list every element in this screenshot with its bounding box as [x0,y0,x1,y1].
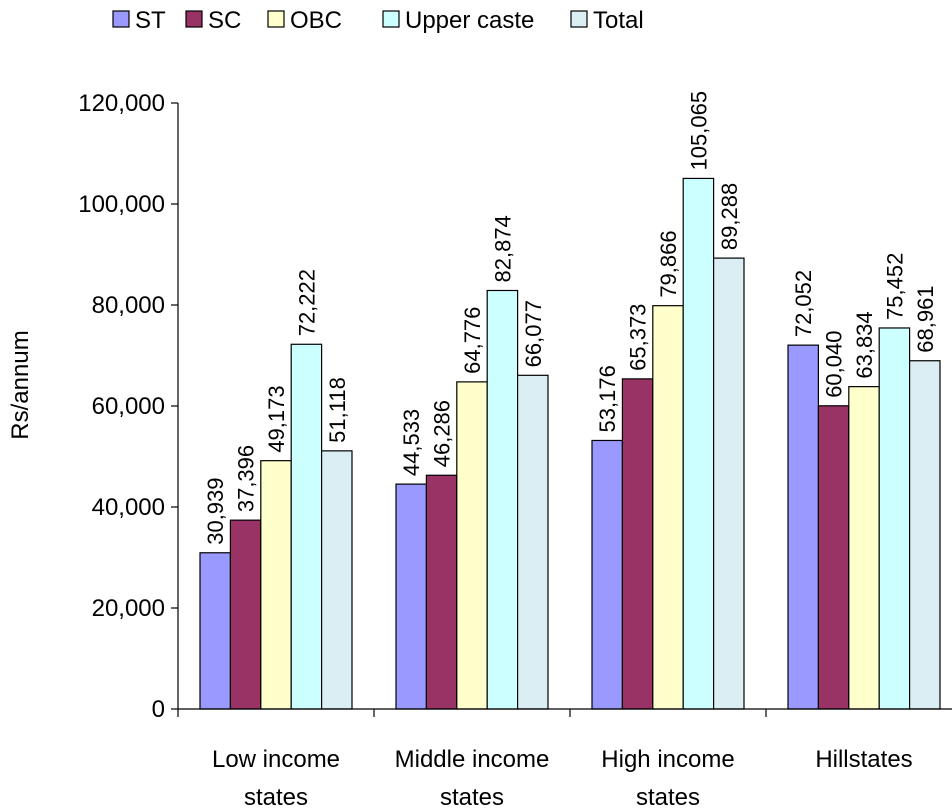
x-category-label: Low income states [212,746,340,808]
data-label: 72,222 [294,269,319,336]
legend-swatch [267,10,285,28]
bar-st [395,483,427,710]
bar-sc [621,378,654,710]
data-label: 105,065 [686,91,711,171]
legend-swatch [570,10,588,28]
legend-label: SC [208,7,241,34]
y-tick-label: 0 [152,696,165,723]
bar-sc [425,474,458,710]
x-category-label: Middle income states [395,746,550,808]
data-label: 46,286 [430,400,455,467]
bar-st [199,552,231,710]
data-label: 63,834 [852,311,877,378]
y-axis: 0 20,000 40,000 60,000 80,000 100,000 120,000 [78,90,179,723]
data-label: 89,288 [717,183,742,250]
bar-obc [848,386,880,710]
y-tick-label: 20,000 [92,595,165,622]
data-label: 68,961 [913,285,938,352]
y-tick-label: 120,000 [78,90,165,117]
bar-total [712,257,745,710]
data-label: 72,052 [791,270,816,337]
data-label: 44,533 [399,409,424,476]
bar-obc [260,460,292,710]
bars [199,177,941,710]
data-label: 75,452 [882,253,907,320]
bar-st [591,439,623,710]
legend-swatch [382,10,400,28]
data-label: 53,176 [595,365,620,432]
bar-obc [652,305,684,710]
bar-total [516,374,549,710]
x-axis: Low income states Middle income states High … [177,708,952,808]
data-label: 66,077 [521,300,546,367]
bar-upper-caste [682,177,715,710]
bar-total [321,450,353,710]
legend-label: ST [135,7,166,34]
data-label: 60,040 [822,331,847,398]
data-label: 82,874 [490,215,515,282]
x-category-label: High income states [601,746,734,808]
y-tick-label: 80,000 [92,292,165,319]
x-category-label: Hillstates [815,746,912,773]
y-tick-label: 100,000 [78,191,165,218]
data-label: 37,396 [234,445,259,512]
bar-upper-caste [486,289,519,710]
legend-label: Upper caste [405,7,534,34]
legend: ST SC OBC Upper caste Total [112,7,644,34]
bar-sc [229,519,262,710]
legend-label: Total [593,7,644,34]
y-tick-label: 40,000 [92,494,165,521]
y-axis-title: Rs/annum [7,330,34,439]
bar-sc [817,405,850,710]
data-label: 79,866 [656,230,681,297]
y-tick-label: 60,000 [92,393,165,420]
bar-upper-caste [290,343,323,710]
data-label: 49,173 [264,385,289,452]
bar-total [908,360,941,710]
data-label: 65,373 [626,304,651,371]
legend-swatch [112,10,130,28]
data-labels: 30,939 44,533 53,176 72,052 37,396 46,286 65,3… [203,91,938,545]
bar-obc [456,381,488,710]
data-label: 51,118 [325,377,350,443]
legend-label: OBC [290,7,342,34]
bar-upper-caste [878,327,911,710]
bar-st [787,344,819,710]
data-label: 30,939 [203,477,228,544]
data-label: 64,776 [460,307,485,374]
legend-swatch [185,10,203,28]
